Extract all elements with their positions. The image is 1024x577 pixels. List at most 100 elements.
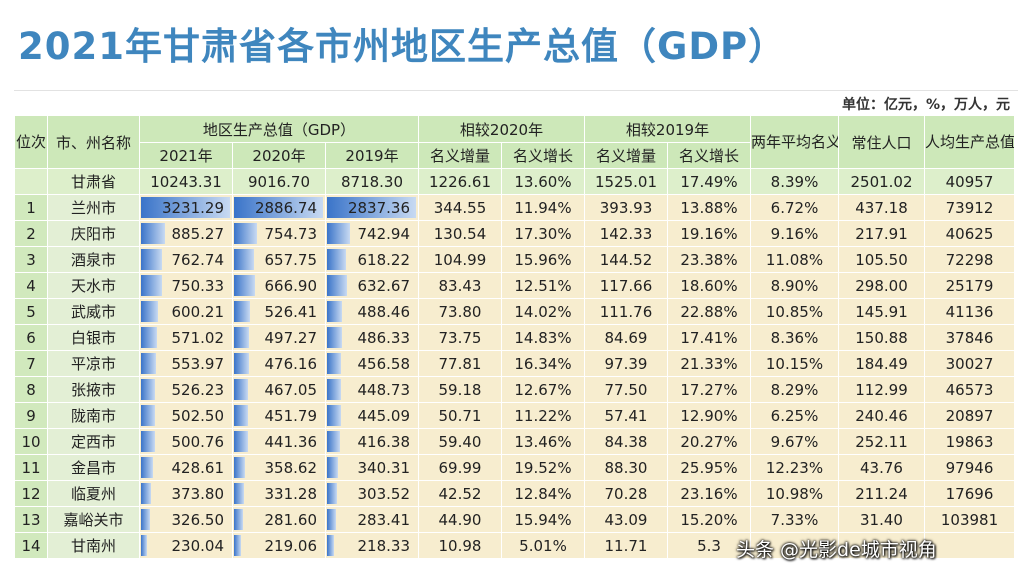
cell-inc2020: 344.55	[418, 194, 502, 221]
cell-value: 666.90	[264, 276, 318, 295]
data-bar	[234, 483, 244, 504]
cell-avg: 8.90%	[750, 272, 839, 299]
cell-gdp2020: 666.90	[232, 272, 326, 299]
data-bar	[234, 275, 255, 296]
cell-gdp2021: 526.23	[139, 376, 233, 403]
cell-gdp2020: 657.75	[232, 246, 326, 273]
cell-gdp2020: 219.06	[232, 532, 326, 559]
cell-inc2020: 50.71	[418, 402, 502, 429]
cell-gdp2020: 9016.70	[232, 168, 326, 195]
cell-pop: 252.11	[838, 428, 925, 455]
cell-gdp2019: 283.41	[325, 506, 419, 533]
data-bar	[141, 457, 153, 478]
cell-gr2019: 20.27%	[667, 428, 751, 455]
cell-value: 451.79	[264, 406, 318, 425]
cell-gdp2021: 326.50	[139, 506, 233, 533]
cell-value: 618.22	[357, 250, 411, 269]
cell-value: 600.21	[171, 302, 225, 321]
cell-gdp2021: 502.50	[139, 402, 233, 429]
cell-gdp2019: 445.09	[325, 402, 419, 429]
cell-gdp2019: 303.52	[325, 480, 419, 507]
title-divider	[14, 90, 1018, 91]
cell-pc: 103981	[924, 506, 1015, 533]
cell-gdp2020: 451.79	[232, 402, 326, 429]
cell-value: 632.67	[357, 276, 411, 295]
header-inc-2019: 名义增量	[584, 142, 668, 169]
data-bar	[234, 535, 241, 556]
cell-value: 553.97	[171, 354, 225, 373]
cell-pc: 20897	[924, 402, 1015, 429]
cell-inc2019: 84.69	[584, 324, 668, 351]
cell-rank: 9	[14, 402, 48, 429]
cell-gr2020: 13.46%	[501, 428, 585, 455]
cell-rank: 6	[14, 324, 48, 351]
cell-inc2019: 144.52	[584, 246, 668, 273]
cell-value: 281.60	[264, 510, 318, 529]
cell-city: 白银市	[47, 324, 140, 351]
cell-value: 218.33	[357, 536, 411, 555]
cell-gdp2020: 467.05	[232, 376, 326, 403]
cell-inc2019: 88.30	[584, 454, 668, 481]
cell-gdp2021: 600.21	[139, 298, 233, 325]
cell-avg: 10.85%	[750, 298, 839, 325]
cell-gdp2020: 331.28	[232, 480, 326, 507]
data-bar	[141, 379, 155, 400]
data-bar	[327, 353, 341, 374]
cell-city: 酒泉市	[47, 246, 140, 273]
cell-gdp2020: 2886.74	[232, 194, 326, 221]
cell-inc2019: 117.66	[584, 272, 668, 299]
data-bar	[234, 223, 257, 244]
cell-inc2020: 73.75	[418, 324, 502, 351]
cell-gr2019: 25.95%	[667, 454, 751, 481]
cell-value: 657.75	[264, 250, 318, 269]
cell-inc2020: 59.18	[418, 376, 502, 403]
cell-city: 临夏州	[47, 480, 140, 507]
cell-value: 754.73	[264, 224, 318, 243]
data-bar	[141, 535, 147, 556]
cell-pc: 46573	[924, 376, 1015, 403]
cell-value: 885.27	[171, 224, 225, 243]
cell-value: 230.04	[171, 536, 225, 555]
header-city: 市、州名称	[47, 115, 140, 169]
cell-inc2019: 111.76	[584, 298, 668, 325]
cell-inc2020: 59.40	[418, 428, 502, 455]
cell-city: 嘉峪关市	[47, 506, 140, 533]
data-bar	[234, 379, 248, 400]
cell-gdp2019: 486.33	[325, 324, 419, 351]
cell-avg: 6.25%	[750, 402, 839, 429]
cell-gr2020: 15.94%	[501, 506, 585, 533]
cell-gr2020: 12.84%	[501, 480, 585, 507]
cell-pop	[838, 532, 925, 559]
cell-avg: 9.16%	[750, 220, 839, 247]
cell-gr2019: 17.41%	[667, 324, 751, 351]
cell-city: 张掖市	[47, 376, 140, 403]
cell-avg: 8.29%	[750, 376, 839, 403]
cell-rank: 14	[14, 532, 48, 559]
cell-gdp2020: 526.41	[232, 298, 326, 325]
cell-pop: 150.88	[838, 324, 925, 351]
cell-gr2019: 23.16%	[667, 480, 751, 507]
header-per-capita: 人均生产总值	[924, 115, 1015, 169]
cell-avg: 10.98%	[750, 480, 839, 507]
cell-gdp2021: 571.02	[139, 324, 233, 351]
cell-rank: 2	[14, 220, 48, 247]
cell-pop: 217.91	[838, 220, 925, 247]
data-bar	[327, 379, 341, 400]
cell-pc: 37846	[924, 324, 1015, 351]
cell-gdp2019: 416.38	[325, 428, 419, 455]
cell-value: 445.09	[357, 406, 411, 425]
cell-gdp2021: 428.61	[139, 454, 233, 481]
cell-pc: 19863	[924, 428, 1015, 455]
data-bar	[327, 327, 342, 348]
cell-gdp2020: 476.16	[232, 350, 326, 377]
data-bar	[141, 197, 230, 218]
cell-value: 762.74	[171, 250, 225, 269]
cell-gdp2019: 8718.30	[325, 168, 419, 195]
table-row: 11 金昌市 428.61 358.62 340.31 69.99 19.52% 88.30 2…	[14, 454, 1015, 481]
cell-inc2019: 84.38	[584, 428, 668, 455]
cell-gr2020: 16.34%	[501, 350, 585, 377]
data-bar	[234, 197, 323, 218]
cell-avg: 9.67%	[750, 428, 839, 455]
cell-city: 天水市	[47, 272, 140, 299]
cell-inc2019: 1525.01	[584, 168, 668, 195]
